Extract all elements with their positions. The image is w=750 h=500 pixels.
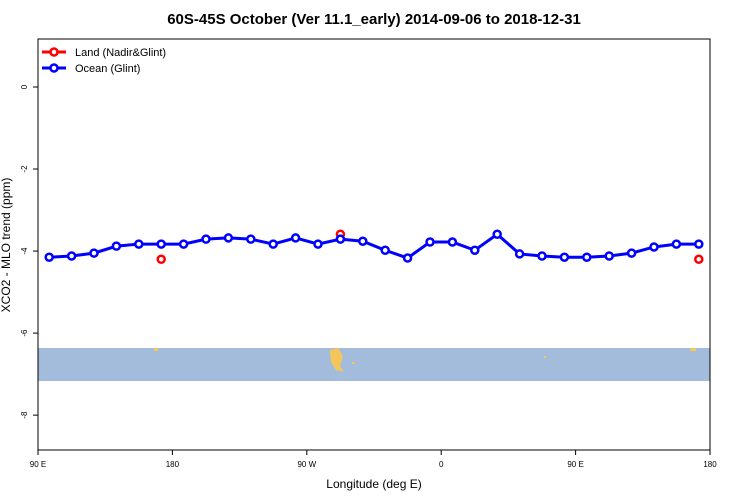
- x-tick-label: 90 W: [297, 460, 316, 469]
- data-point: [66, 251, 77, 261]
- map-strip: [38, 348, 710, 381]
- data-point: [671, 239, 682, 249]
- data-point: [626, 248, 637, 258]
- data-point: [514, 249, 525, 259]
- data-point: [447, 237, 458, 247]
- data-point: [89, 248, 99, 258]
- x-axis-title: Longitude (deg E): [326, 477, 421, 491]
- y-axis-title: XCO2 - MLO trend (ppm): [0, 178, 13, 313]
- data-point: [604, 251, 614, 261]
- data-point: [156, 254, 166, 265]
- data-point: [246, 234, 256, 244]
- series-line: [49, 232, 699, 260]
- data-point: [425, 237, 435, 247]
- data-point: [111, 241, 122, 251]
- data-point: [649, 242, 659, 252]
- legend-label: Ocean (Glint): [75, 63, 140, 75]
- x-tick-label: 0: [439, 460, 444, 469]
- x-tick-label: 90 E: [567, 460, 583, 469]
- y-tick-label: -4: [20, 247, 29, 255]
- data-point: [582, 252, 592, 262]
- data-point: [335, 234, 346, 244]
- data-point: [380, 245, 390, 255]
- x-tick-label: 90 E: [30, 460, 46, 469]
- plot-frame: [37, 38, 711, 451]
- legend-marker: [49, 63, 59, 73]
- data-point: [290, 233, 301, 243]
- data-point: [223, 233, 234, 243]
- y-tick-label: -2: [20, 165, 29, 173]
- data-point: [402, 253, 413, 263]
- data-point: [694, 239, 704, 249]
- x-tick-label: 180: [703, 460, 717, 469]
- data-point: [134, 239, 144, 249]
- data-point: [268, 239, 278, 249]
- y-tick-label: 0: [20, 84, 29, 89]
- y-tick-label: -6: [20, 329, 29, 337]
- data-point: [492, 229, 502, 239]
- data-point: [156, 239, 166, 249]
- data-point: [470, 245, 480, 255]
- data-point: [559, 252, 570, 262]
- data-point: [537, 251, 547, 261]
- x-tick-label: 180: [166, 460, 180, 469]
- legend-marker: [49, 47, 59, 57]
- data-point: [694, 254, 704, 265]
- data-point: [178, 239, 189, 249]
- data-point: [201, 234, 211, 244]
- data-point: [44, 252, 54, 262]
- data-point: [358, 236, 368, 246]
- y-tick-label: -8: [20, 411, 29, 419]
- legend-label: Land (Nadir&Glint): [75, 47, 166, 59]
- chart-title: 60S-45S October (Ver 11.1_early) 2014-09…: [167, 11, 581, 28]
- data-point: [313, 239, 323, 249]
